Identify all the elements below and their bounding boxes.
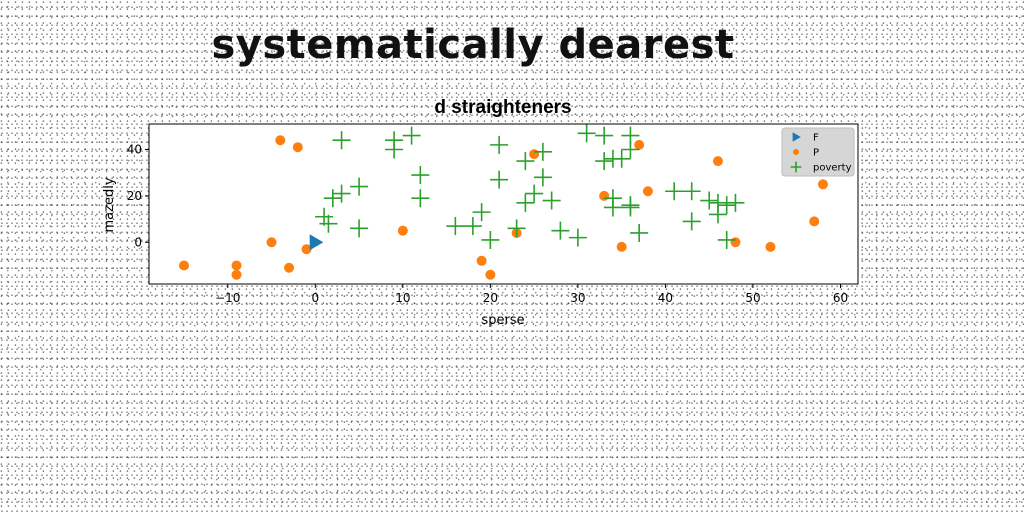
data-point (275, 135, 285, 145)
data-point (529, 149, 539, 159)
data-point (267, 237, 277, 247)
data-point (713, 156, 723, 166)
y-tick-label: 0 (134, 235, 142, 249)
legend-label: F (813, 133, 819, 144)
x-tick-label: −10 (215, 291, 240, 305)
data-point (232, 260, 242, 270)
data-point (293, 142, 303, 152)
x-tick-label: 30 (570, 291, 585, 305)
data-point (477, 256, 487, 266)
y-tick-label: 20 (127, 189, 142, 203)
data-point (599, 191, 609, 201)
data-point (765, 242, 775, 252)
legend-marker (793, 149, 799, 155)
y-tick-label: 40 (127, 143, 142, 157)
legend-label: P (813, 148, 819, 159)
data-point (818, 179, 828, 189)
data-point (643, 186, 653, 196)
data-point (232, 270, 242, 280)
x-axis-label: sperse (481, 313, 524, 328)
data-point (809, 216, 819, 226)
chart-title: d straighteners (434, 97, 571, 118)
data-point (179, 260, 189, 270)
x-tick-label: 60 (833, 291, 848, 305)
data-point (284, 263, 294, 273)
x-tick-label: 10 (395, 291, 410, 305)
data-point (398, 226, 408, 236)
data-point (634, 140, 644, 150)
x-tick-label: 50 (745, 291, 760, 305)
x-tick-label: 0 (311, 291, 319, 305)
data-point (617, 242, 627, 252)
data-point (730, 237, 740, 247)
legend-label: poverty (813, 163, 852, 174)
x-tick-label: 40 (658, 291, 673, 305)
data-point (485, 270, 495, 280)
x-tick-label: 20 (483, 291, 498, 305)
plot-area (149, 124, 858, 284)
y-axis-label: mazedly (102, 177, 117, 232)
